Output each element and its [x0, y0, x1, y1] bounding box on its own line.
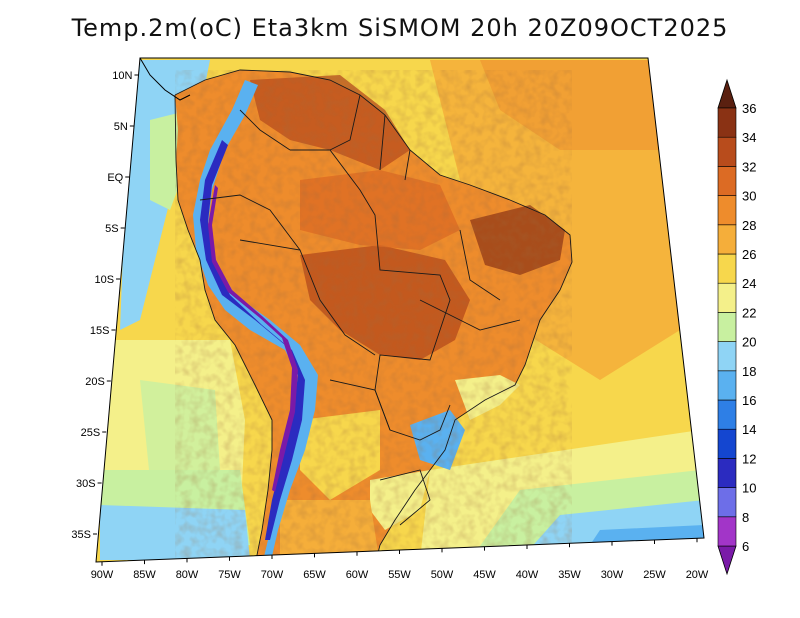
colorbar-segment: [717, 166, 737, 196]
colorbar-segment: [717, 399, 737, 430]
colorbar-label: 36: [742, 101, 756, 116]
lon-tick-label: 40W: [516, 569, 539, 581]
colorbar-label: 20: [742, 335, 756, 350]
lon-tick-label: 20W: [686, 569, 709, 581]
lon-tick-label: 55W: [388, 569, 411, 581]
lon-tick-label: 65W: [303, 569, 326, 581]
lat-tick-label: 30S: [76, 478, 96, 490]
colorbar-segment: [717, 253, 737, 284]
lat-tick-label: 10S: [94, 274, 114, 286]
colorbar-segment: [717, 282, 737, 313]
colorbar-label: 32: [742, 159, 756, 174]
lon-tick-label: 75W: [218, 569, 241, 581]
lon-tick-label: 50W: [431, 569, 454, 581]
colorbar-label: 12: [742, 451, 756, 466]
colorbar-bottom-arrow: [717, 545, 737, 576]
colorbar-label: 28: [742, 218, 756, 233]
colorbar-label: 18: [742, 364, 756, 379]
lat-tick-label: EQ: [107, 172, 123, 184]
lon-tick-label: 70W: [261, 569, 284, 581]
colorbar-segment: [717, 224, 737, 255]
lat-tick-label: 5S: [105, 223, 118, 235]
colorbar-label: 14: [742, 422, 756, 437]
colorbar-segment: [717, 341, 737, 372]
temperature-field: [96, 58, 704, 562]
colorbar-label: 34: [742, 130, 756, 145]
map-title: Temp.2m(oC) Eta3km SiSMOM 20h 20Z09OCT20…: [71, 14, 729, 42]
longitude-axis: 90W 85W 80W 75W 70W 65W 60W 55W 50W 45W 40W 35W 30W 2…: [91, 538, 709, 581]
colorbar-label: 30: [742, 189, 756, 204]
lon-tick-label: 25W: [643, 569, 666, 581]
colorbar-segment: [717, 107, 737, 138]
andes-colder-core: [200, 140, 305, 540]
latitude-axis: 10N 5N EQ 5S 10S 15S 20S 25S 30S 35S: [71, 70, 139, 541]
andes-cold-band: [193, 80, 318, 562]
colorbar-segment: [717, 136, 737, 167]
lat-tick-label: 25S: [81, 427, 101, 439]
colorbar-segment: [717, 195, 737, 226]
lon-tick-label: 85W: [133, 569, 156, 581]
colorbar-label: 26: [742, 247, 756, 262]
lat-tick-label: 20S: [85, 376, 105, 388]
colorbar-segment: [717, 516, 737, 547]
colorbar-segment: [717, 458, 737, 488]
colorbar-top-arrow: [717, 78, 737, 109]
colorbar-label: 8: [742, 510, 749, 525]
colorbar-label: 22: [742, 305, 756, 320]
atlantic-warm-core: [480, 60, 660, 150]
lon-tick-label: 80W: [176, 569, 199, 581]
map-frame: [95, 57, 705, 563]
lon-tick-label: 30W: [601, 569, 624, 581]
lat-tick-label: 5N: [114, 121, 128, 133]
lat-tick-label: 35S: [71, 529, 91, 541]
pacific-cool-patch: [140, 380, 220, 480]
lon-tick-label: 60W: [346, 569, 369, 581]
colorbar-segment: [717, 312, 737, 342]
colorbar: 6 8 10 12 14 16 18 20 22 24 26 28 30 32 34 36: [717, 78, 756, 576]
lon-tick-label: 35W: [558, 569, 581, 581]
lon-tick-label: 90W: [91, 569, 114, 581]
land-texture: [175, 70, 572, 562]
colorbar-segment: [717, 487, 737, 518]
country-borders: [174, 69, 573, 562]
lat-tick-label: 10N: [112, 70, 132, 82]
colorbar-label: 6: [742, 539, 749, 554]
colorbar-segment: [717, 370, 737, 401]
pacific-colder-south: [100, 505, 250, 560]
lon-tick-label: 45W: [473, 569, 496, 581]
colorbar-label: 24: [742, 276, 756, 291]
lat-tick-label: 15S: [90, 325, 110, 337]
colorbar-label: 10: [742, 481, 756, 496]
central-america-coast: [139, 57, 191, 101]
colorbar-segment: [717, 428, 737, 459]
colorbar-label: 16: [742, 393, 756, 408]
